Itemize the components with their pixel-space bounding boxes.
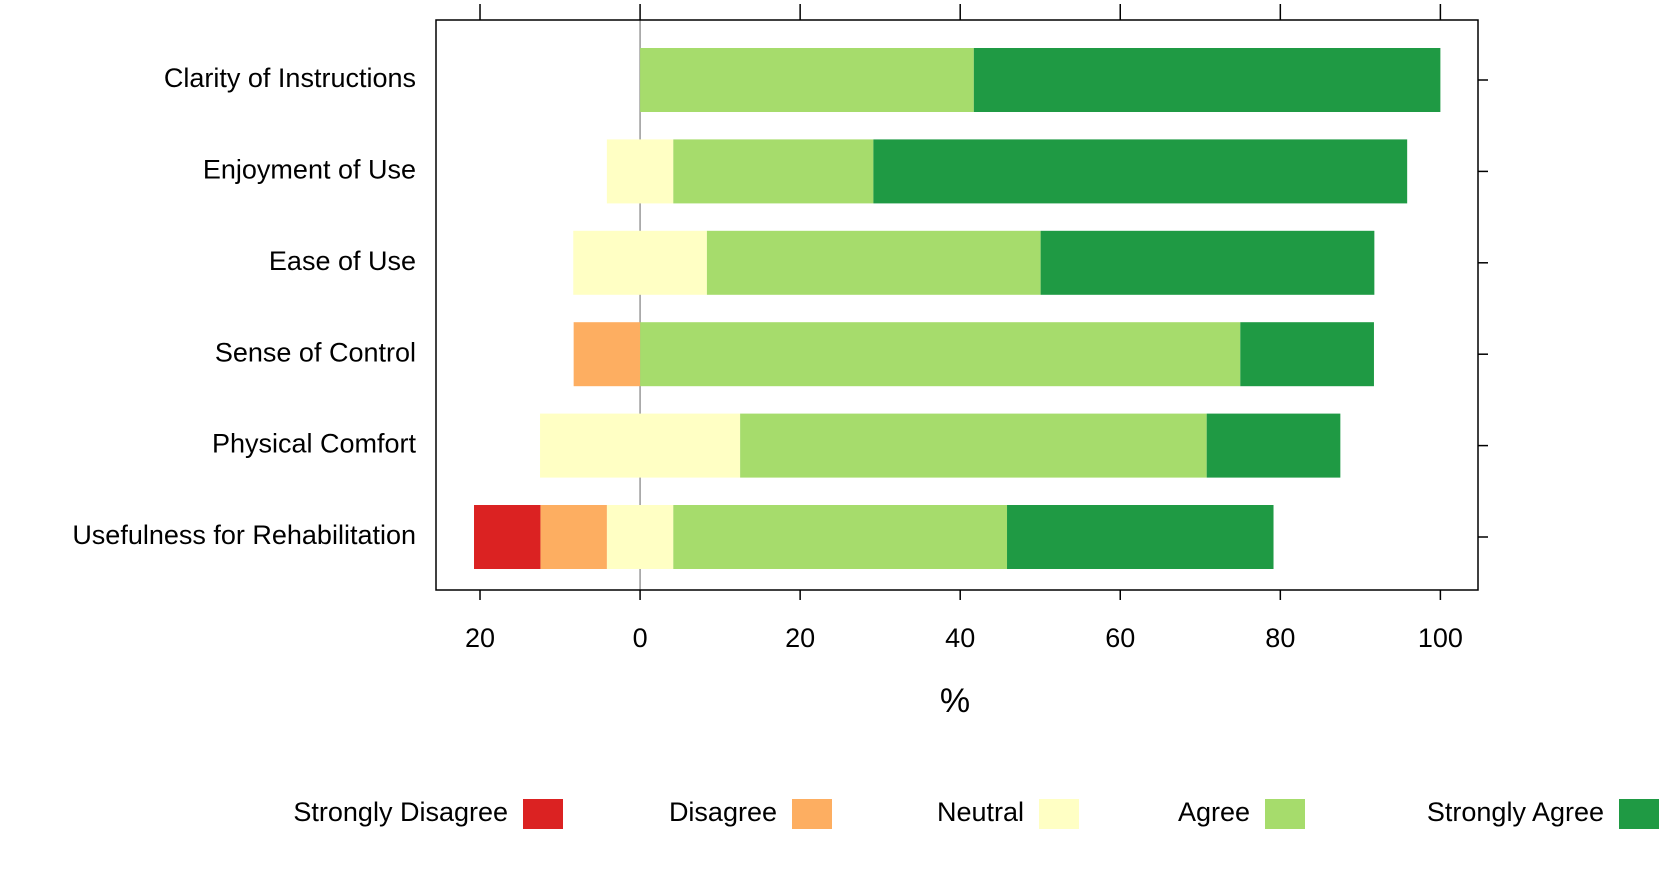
legend-swatch <box>523 799 563 829</box>
plot-frame <box>435 19 1479 591</box>
bar-segment <box>706 230 1041 295</box>
bar-segment <box>540 413 741 478</box>
bar-segment <box>573 322 641 387</box>
bar-segment <box>474 505 541 569</box>
bar-segment <box>1206 413 1341 478</box>
legend-swatch <box>1039 799 1079 829</box>
bar-segment <box>740 413 1207 478</box>
y-tick-label: Clarity of Instructions <box>164 63 416 93</box>
bar-segment <box>1007 505 1274 569</box>
x-tick-label: 40 <box>945 623 975 653</box>
bar-segment <box>540 505 607 569</box>
x-axis-label: % <box>940 682 970 720</box>
legend-swatch <box>792 799 832 829</box>
bar-segment <box>606 505 674 569</box>
bar-segment <box>673 139 874 204</box>
legend-label: Neutral <box>937 797 1024 827</box>
bar-segment <box>973 48 1441 112</box>
legend-label: Strongly Agree <box>1427 797 1604 827</box>
x-tick-label: 80 <box>1265 623 1295 653</box>
x-tick-label: 60 <box>1105 623 1135 653</box>
bar-segment <box>640 322 1241 387</box>
y-tick-label: Usefulness for Rehabilitation <box>72 520 416 550</box>
bar-segment <box>640 48 974 112</box>
bar-segment <box>1040 230 1375 295</box>
legend-label: Agree <box>1178 797 1250 827</box>
y-tick-label: Ease of Use <box>269 246 416 276</box>
legend-label: Disagree <box>669 797 777 827</box>
bar-segment <box>673 505 1008 569</box>
legend-swatch <box>1619 799 1659 829</box>
x-tick-label: 0 <box>633 623 648 653</box>
x-tick-label: 20 <box>785 623 815 653</box>
y-tick-label: Sense of Control <box>215 337 416 367</box>
x-tick-label: 20 <box>465 623 495 653</box>
x-tick-label: 100 <box>1418 623 1463 653</box>
y-tick-label: Enjoyment of Use <box>203 155 416 185</box>
y-tick-label: Physical Comfort <box>212 429 417 459</box>
bar-segment <box>1240 322 1374 387</box>
bar-segment <box>873 139 1408 204</box>
legend-swatch <box>1265 799 1305 829</box>
bar-segment <box>606 139 674 204</box>
bar-segment <box>573 230 707 295</box>
legend-label: Strongly Disagree <box>293 797 508 827</box>
